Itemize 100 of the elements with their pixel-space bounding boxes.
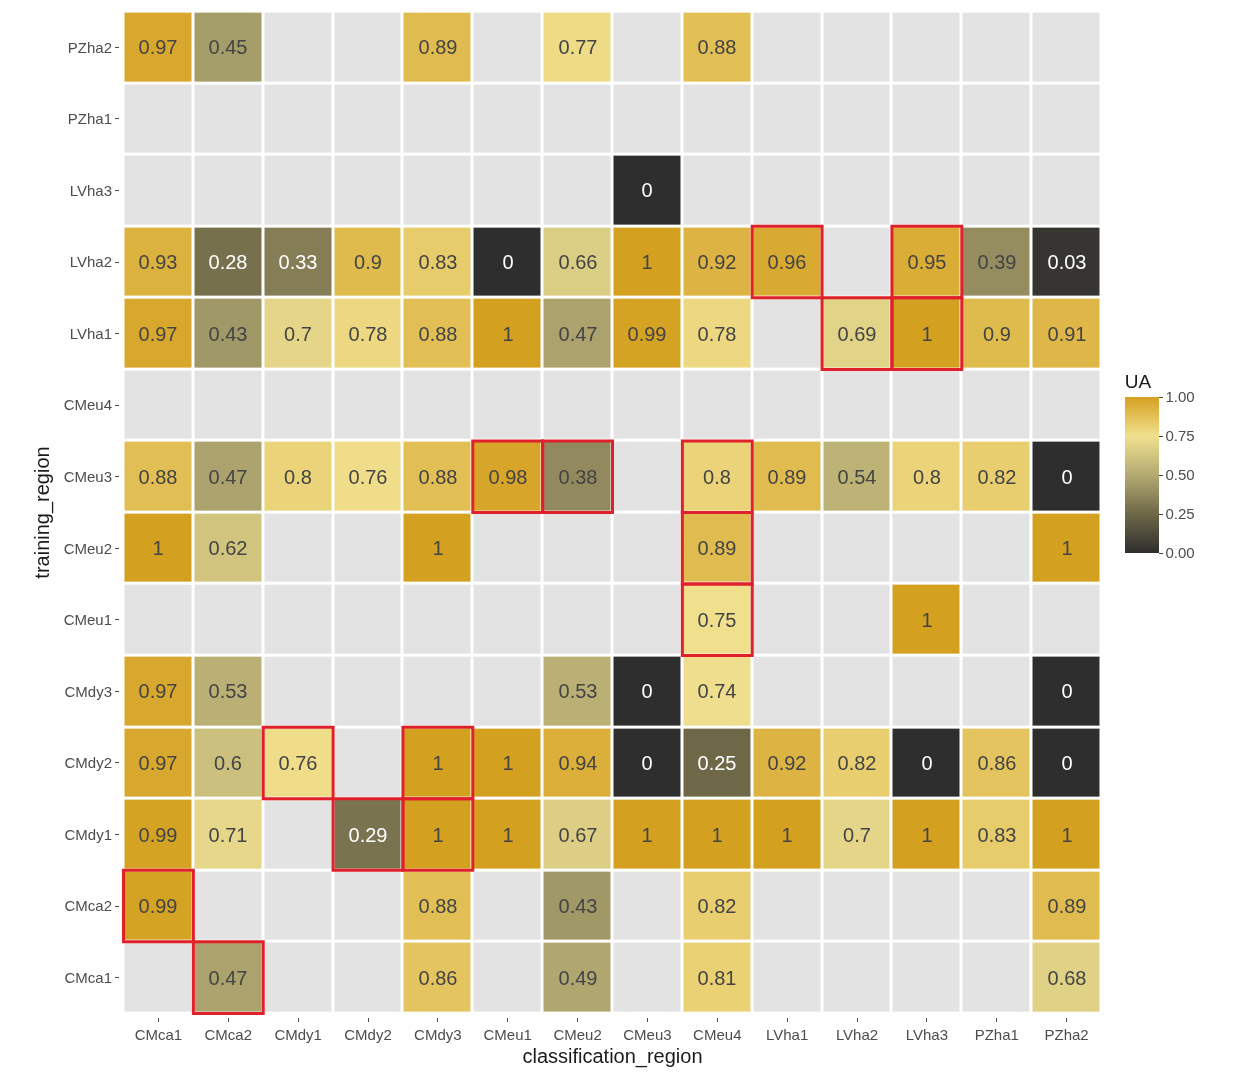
data-label: 0.93 [138,251,178,273]
data-label: 0.76 [278,752,318,774]
data-label: 0.78 [348,323,388,345]
data-label: 0.47 [558,323,598,345]
data-label: 0.25 [697,752,737,774]
data-label: 0.99 [138,895,178,917]
data-label: 1 [432,824,444,846]
data-label: 0.98 [488,466,528,488]
data-label: 0.9 [983,323,1011,345]
data-label: 1 [502,323,514,345]
y-tick-label: PZha1 [67,110,112,128]
data-label: 0.92 [697,251,737,273]
data-label: 1 [641,824,653,846]
x-tick-label: LVha1 [766,1026,809,1043]
y-tick-label: CMdy2 [64,754,112,772]
data-label: 0.99 [138,824,178,846]
data-label: 0.8 [913,466,941,488]
x-tick-label: CMeu2 [553,1026,602,1043]
y-tick-label: PZha2 [67,38,112,56]
data-label: 1 [432,537,444,559]
data-label: 1 [711,824,723,846]
data-label: 0.78 [697,323,737,345]
y-tick-label: LVha2 [69,253,112,271]
color-bar-title: UA [1124,371,1152,393]
data-label: 0.7 [284,323,312,345]
data-label: 0.97 [138,752,178,774]
x-tick-label: CMeu3 [623,1026,672,1043]
data-label: 0.89 [1047,895,1087,917]
data-label: 0.92 [767,752,807,774]
data-label: 0.54 [837,466,877,488]
data-label: 0.88 [418,323,458,345]
data-label: 0.95 [907,251,947,273]
data-label: 0.8 [703,466,731,488]
data-label: 0.99 [627,323,667,345]
data-label: 1 [641,251,653,273]
data-label: 0.39 [977,251,1017,273]
data-label: 0.43 [208,323,248,345]
color-bar-label: 0.25 [1165,505,1195,523]
x-tick-label: CMdy1 [274,1026,322,1043]
data-label: 0 [1061,752,1073,774]
data-label: 0.83 [418,251,458,273]
data-label: 0.47 [208,466,248,488]
y-tick-label: CMeu4 [63,396,112,414]
data-label: 0.91 [1047,323,1087,345]
color-bar-label: 1.00 [1165,388,1195,406]
data-label: 0.6 [214,752,242,774]
data-label: 0.88 [418,895,458,917]
x-tick-label: CMca2 [204,1026,253,1043]
data-label: 0.82 [837,752,877,774]
data-label: 1 [921,609,933,631]
data-label: 0.62 [208,537,248,559]
data-label: 0.33 [278,251,318,273]
data-label: 0.86 [418,967,458,989]
x-tick-label: PZha1 [974,1026,1019,1043]
data-label: 0.82 [697,895,737,917]
data-label: 0 [502,251,514,273]
data-label: 0.75 [697,609,737,631]
data-label: 0.97 [138,323,178,345]
data-label: 0.68 [1047,967,1087,989]
data-label: 0.89 [697,537,737,559]
y-tick-label: CMeu1 [63,611,112,629]
data-label: 0.76 [348,466,388,488]
data-label: 0.96 [767,251,807,273]
data-label: 0 [1061,680,1073,702]
x-tick-label: CMdy2 [344,1026,392,1043]
y-tick-label: CMdy1 [64,825,112,843]
data-label: 1 [152,537,164,559]
x-axis-title: classification_region [522,1044,703,1068]
data-label: 0.88 [138,466,178,488]
x-tick-label: LVha3 [905,1026,948,1043]
y-tick-label: CMdy3 [64,682,112,700]
y-tick-label: LVha3 [69,181,112,199]
data-label: 0.03 [1047,251,1087,273]
data-label: 0.8 [284,466,312,488]
data-label: 0.86 [977,752,1017,774]
data-label: 0.28 [208,251,248,273]
data-label: 0 [921,752,933,774]
x-tick-label: CMeu1 [483,1026,532,1043]
y-tick-label: CMca1 [64,968,112,986]
data-label: 0.97 [138,36,178,58]
data-label: 1 [502,752,514,774]
data-label: 1 [921,323,933,345]
data-label: 0.89 [418,36,458,58]
data-label: 1 [1061,537,1073,559]
data-label: 0.83 [977,824,1017,846]
data-label: 0.7 [843,824,871,846]
data-label: 0.38 [558,466,598,488]
data-label: 0.53 [208,680,248,702]
color-bar-label: 0.50 [1165,466,1195,484]
data-label: 0.9 [354,251,382,273]
x-tick-label: CMca1 [134,1026,183,1043]
data-label: 0.49 [558,967,598,989]
x-tick-label: LVha2 [835,1026,879,1043]
data-label: 0 [641,179,653,201]
data-label: 1 [502,824,514,846]
color-bar-label: 0.75 [1165,427,1195,445]
data-label: 0 [1061,466,1073,488]
y-axis-title: training_region [31,446,55,579]
color-bar-label: 0.00 [1165,544,1195,562]
y-tick-label: CMca2 [64,897,112,915]
